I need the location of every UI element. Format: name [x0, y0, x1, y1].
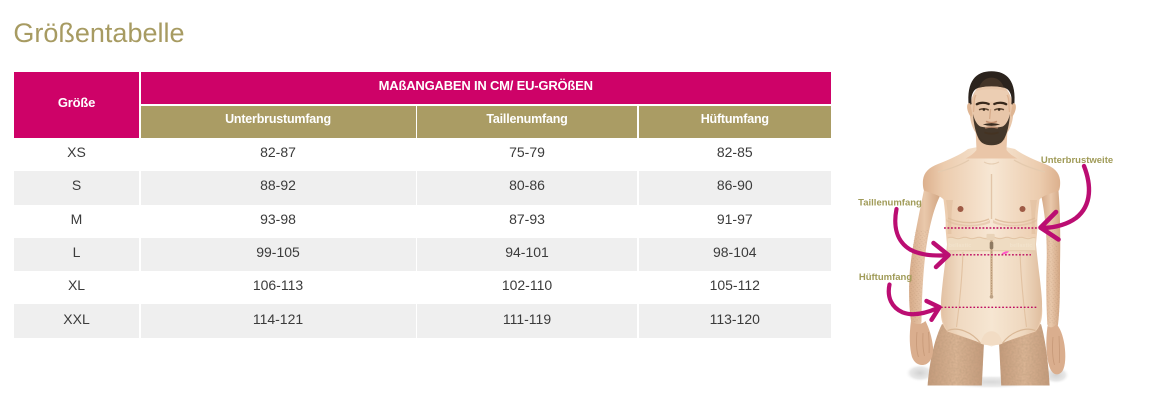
svg-text:Taillenumfang: Taillenumfang — [858, 198, 922, 209]
svg-text:bellastic: bellastic — [949, 243, 972, 249]
svg-text:Hüftumfang: Hüftumfang — [859, 272, 912, 283]
svg-text:Unterbrustweite: Unterbrustweite — [1041, 155, 1113, 166]
svg-text:bellastic: bellastic — [1010, 243, 1033, 249]
